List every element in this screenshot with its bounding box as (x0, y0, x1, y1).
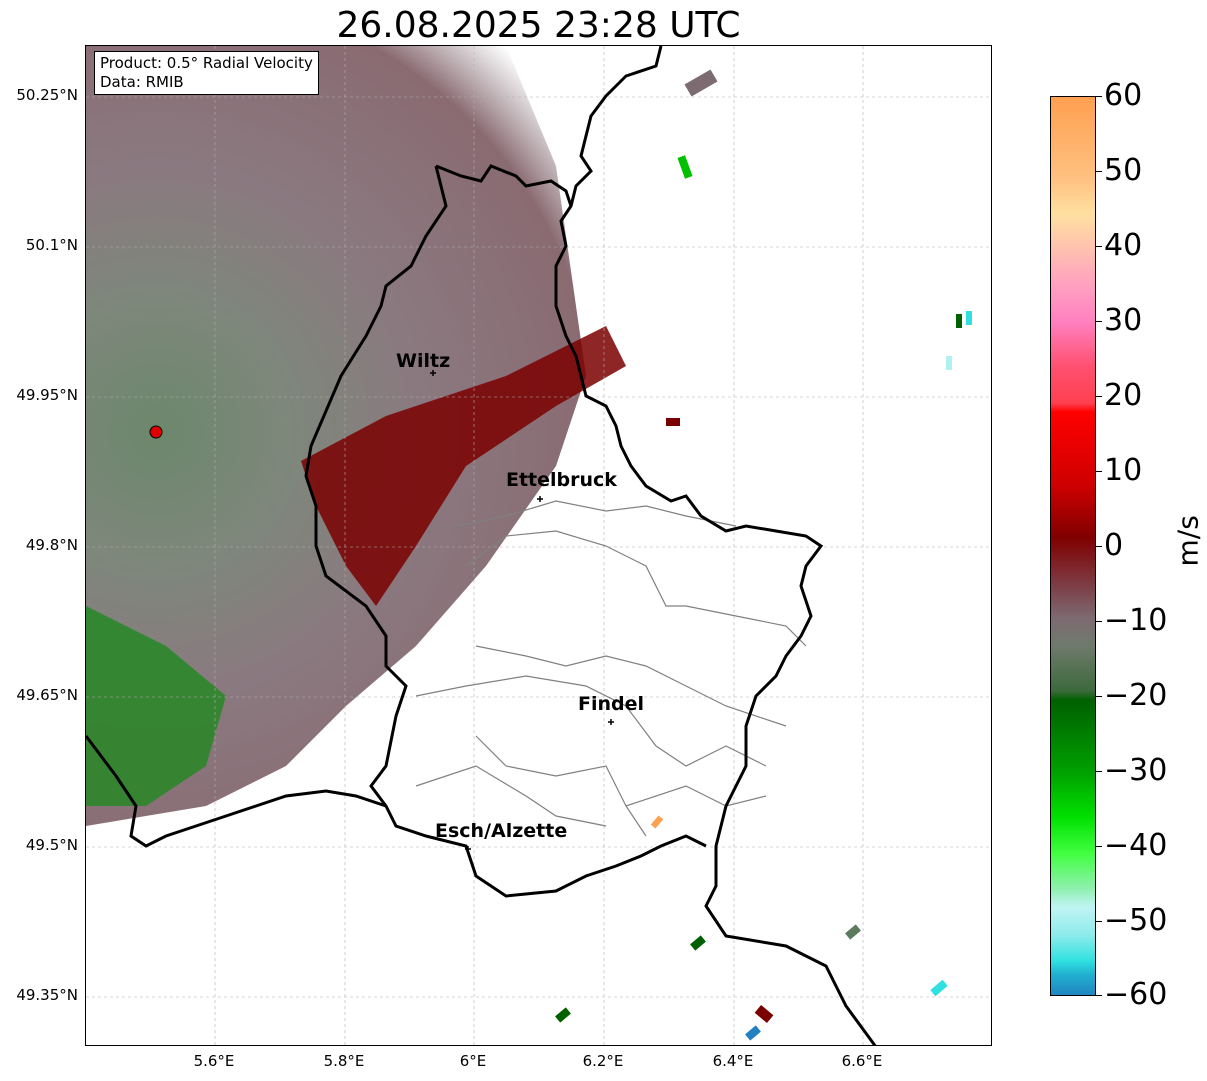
colorbar-tick-label: 40 (1104, 228, 1143, 263)
canton-borders (415, 500, 807, 837)
lat-tick-label: 50.25°N (16, 86, 78, 104)
colorbar-tick (1096, 96, 1102, 97)
colorbar-tick (1096, 921, 1102, 922)
colorbar-unit-label: m/s (1171, 515, 1205, 567)
colorbar-tick-label: 0 (1104, 528, 1124, 563)
radar-map[interactable] (85, 45, 992, 1046)
map-title: 26.08.2025 23:28 UTC (336, 5, 741, 46)
colorbar-tick-label: −60 (1104, 977, 1168, 1012)
radar-echo-outbound-band (301, 326, 626, 606)
colorbar-tick (1096, 621, 1102, 622)
colorbar-tick-label: 10 (1104, 453, 1143, 488)
colorbar-tick-label: 50 (1104, 153, 1143, 188)
city-label-esch-alzette: Esch/Alzette (435, 820, 568, 842)
colorbar-gradient (1051, 97, 1095, 995)
echo-patches (555, 69, 972, 1041)
colorbar-tick (1096, 995, 1102, 996)
lon-tick-label: 6.4°E (712, 1052, 754, 1070)
colorbar-tick-label: −50 (1104, 903, 1168, 938)
lat-tick-label: 49.95°N (16, 386, 78, 404)
radar-map-canvas (86, 46, 991, 1045)
radar-echo-area (86, 46, 586, 826)
city-label-wiltz: Wiltz (396, 350, 451, 372)
colorbar-tick-label: −40 (1104, 828, 1168, 863)
colorbar-tick-label: −20 (1104, 678, 1168, 713)
radar-echo-inbound-area (86, 606, 226, 806)
colorbar-tick-label: 20 (1104, 378, 1143, 413)
colorbar-tick (1096, 321, 1102, 322)
colorbar-tick (1096, 171, 1102, 172)
colorbar-tick (1096, 846, 1102, 847)
radar-site-marker (149, 425, 163, 439)
colorbar-tick (1096, 396, 1102, 397)
data-source-line: Data: RMIB (100, 73, 184, 91)
colorbar-tick-label: 60 (1104, 78, 1143, 113)
colorbar-tick-label: −30 (1104, 753, 1168, 788)
country-borders (86, 46, 877, 1045)
colorbar-tick (1096, 246, 1102, 247)
city-label-ettelbruck: Ettelbruck (506, 469, 617, 491)
lat-tick-label: 49.5°N (25, 836, 78, 854)
lon-tick-label: 6.2°E (582, 1052, 624, 1070)
lon-tick-label: 5.6°E (193, 1052, 235, 1070)
colorbar-tick (1096, 471, 1102, 472)
velocity-colorbar (1050, 96, 1096, 996)
colorbar-tick (1096, 696, 1102, 697)
city-label-findel: Findel (578, 693, 645, 715)
city-markers (430, 370, 614, 852)
colorbar-tick-label: 30 (1104, 303, 1143, 338)
colorbar-tick-label: −10 (1104, 603, 1168, 638)
lat-tick-label: 49.8°N (25, 536, 78, 554)
lat-tick-label: 50.1°N (25, 236, 78, 254)
map-gridlines (86, 46, 991, 1045)
lat-tick-label: 49.35°N (16, 986, 78, 1004)
product-info-line: Product: 0.5° Radial Velocity (100, 54, 313, 72)
colorbar-tick (1096, 771, 1102, 772)
product-info-box: Product: 0.5° Radial Velocity Data: RMIB (94, 51, 319, 95)
colorbar-tick (1096, 546, 1102, 547)
lon-tick-label: 6°E (459, 1052, 487, 1070)
lat-tick-label: 49.65°N (16, 686, 78, 704)
lon-tick-label: 5.8°E (323, 1052, 365, 1070)
lon-tick-label: 6.6°E (841, 1052, 883, 1070)
